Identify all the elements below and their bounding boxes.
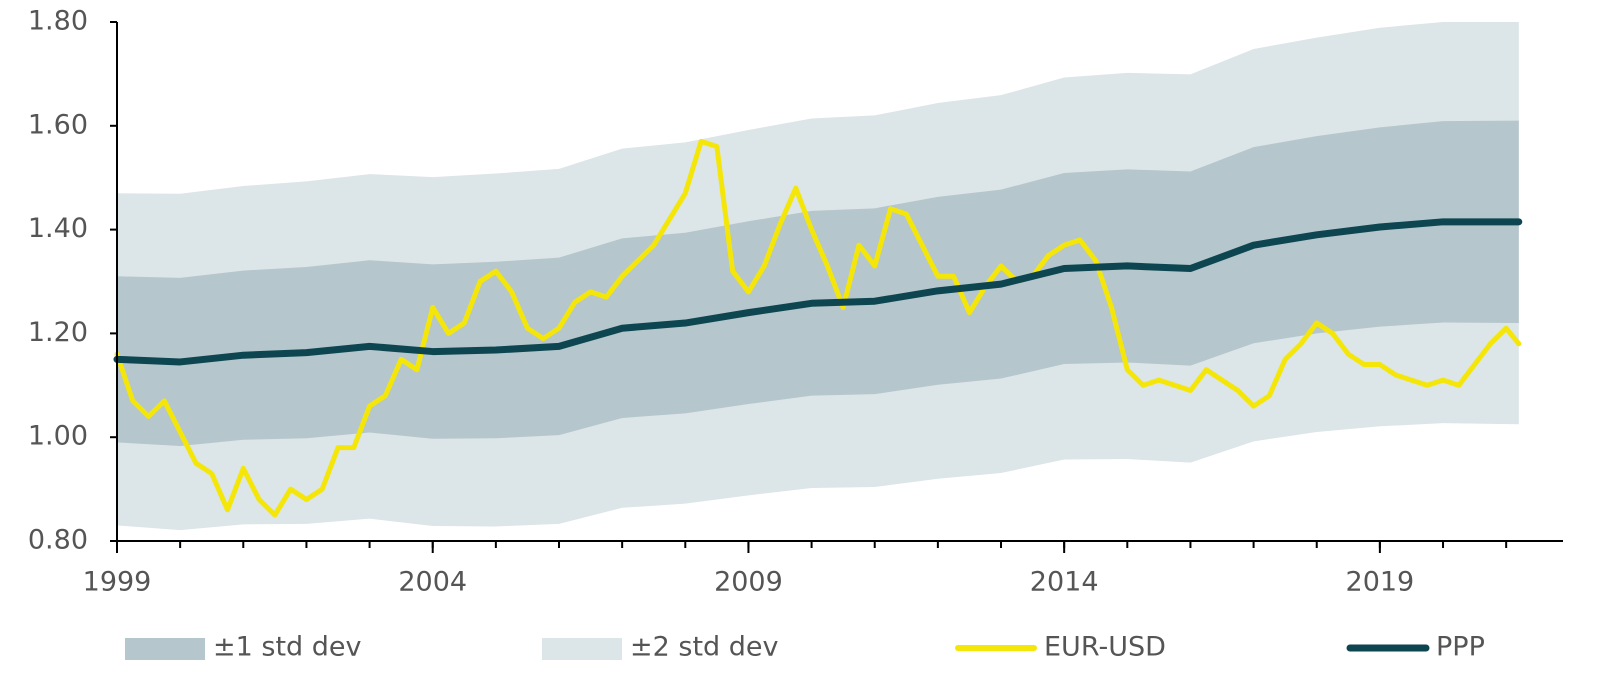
y-tick-label: 0.80 [28,525,88,556]
legend-label: PPP [1436,632,1485,663]
x-tick-label: 2009 [714,567,783,598]
y-tick-label: 1.80 [28,6,88,37]
y-tick-label: 1.60 [28,109,88,140]
line [113,218,1523,366]
legend-swatch [542,638,622,660]
x-tick-label: 2014 [1030,567,1099,598]
legend-label: EUR-USD [1044,632,1166,663]
x-tick-label: 1999 [83,567,152,598]
line [114,138,1522,518]
x-tick-label: 2004 [398,567,467,598]
y-tick-label: 1.00 [28,421,88,452]
legend-label: ±2 std dev [630,632,779,663]
y-tick-label: 1.20 [28,317,88,348]
legend-swatch [125,638,205,660]
y-tick-label: 1.40 [28,213,88,244]
x-tick-label: 2019 [1346,567,1415,598]
legend-label: ±1 std dev [213,632,362,663]
band [117,120,1519,447]
